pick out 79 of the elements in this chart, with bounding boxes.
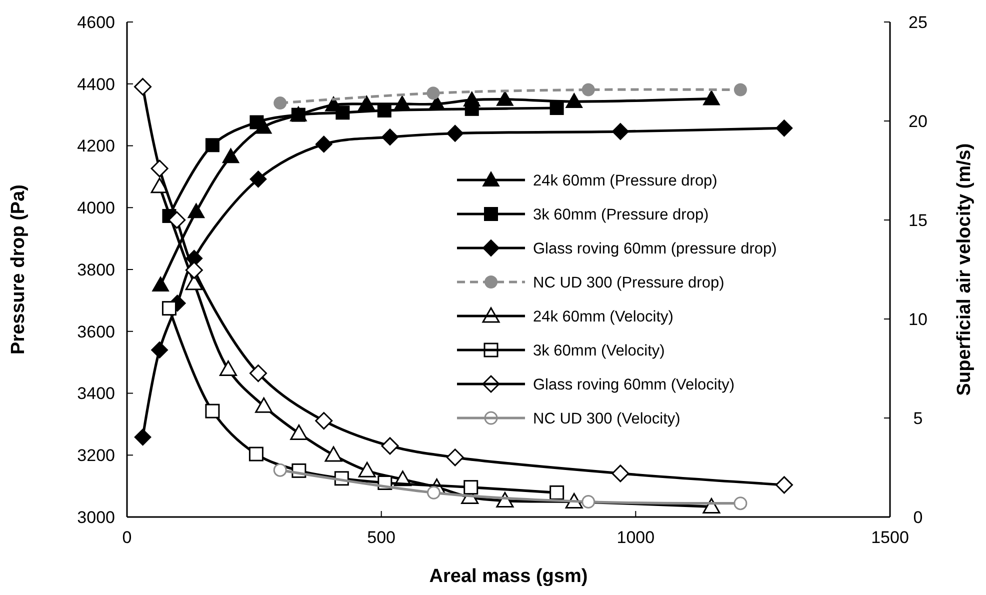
point [151, 341, 168, 358]
point [219, 360, 237, 376]
y2-axis-title: Superficial air velocity (m/s) [954, 143, 975, 396]
point [550, 101, 564, 116]
y-tick-label: 3600 [77, 322, 115, 342]
x-tick-label: 1000 [616, 528, 655, 547]
point [377, 103, 392, 118]
point [205, 138, 220, 152]
legend-label: 3k 60mm (Pressure drop) [533, 206, 709, 224]
y-tick-label: 4400 [77, 74, 115, 94]
point [185, 261, 203, 279]
point [702, 90, 720, 106]
point [775, 476, 793, 494]
y2-tick-label: 5 [913, 408, 923, 428]
x-tick-label: 1500 [871, 528, 909, 547]
point [550, 485, 564, 500]
legend-label: 3k 60mm (Velocity) [533, 342, 665, 360]
point [446, 124, 464, 142]
point [162, 301, 176, 316]
point [222, 148, 240, 164]
point [582, 495, 596, 509]
legend-label: 24k 60mm (Velocity) [533, 308, 674, 326]
point [250, 115, 264, 130]
point [566, 93, 583, 108]
point [134, 428, 152, 446]
y-tick-label: 3800 [77, 260, 115, 280]
point [582, 83, 595, 96]
y2-tick-label: 15 [908, 210, 928, 230]
point [315, 412, 333, 430]
point [426, 86, 440, 100]
y-tick-label: 4200 [77, 136, 115, 156]
point [336, 106, 350, 120]
point [273, 463, 287, 477]
x-tick-label: 500 [367, 528, 396, 547]
point [250, 170, 267, 188]
y-tick-label: 3200 [77, 446, 115, 466]
y2-tick-label: 10 [908, 310, 928, 329]
y2-tick-label: 20 [908, 112, 928, 131]
y-tick-label: 3400 [77, 384, 115, 404]
point [274, 96, 287, 110]
point [188, 203, 205, 218]
point [426, 486, 440, 500]
point [464, 102, 479, 116]
point [446, 448, 464, 466]
legend-label: Glass roving 60mm (pressure drop) [533, 240, 777, 258]
legend-label: Glass roving 60mm (Velocity) [533, 376, 735, 394]
point [734, 83, 747, 96]
point [464, 480, 478, 495]
x-tick-label: 0 [122, 528, 132, 547]
point [612, 464, 630, 482]
point [381, 437, 399, 455]
y-tick-label: 4600 [77, 12, 115, 32]
y2-tick-label: 0 [913, 508, 923, 527]
point [776, 120, 793, 137]
point [152, 276, 170, 292]
point [255, 397, 273, 413]
point [315, 136, 332, 153]
point [249, 364, 267, 382]
point [358, 95, 376, 110]
point [381, 128, 398, 146]
y-tick-label: 3000 [77, 508, 115, 527]
point [150, 160, 168, 178]
legend-label: 24k 60mm (Pressure drop) [533, 172, 718, 190]
legend-label: NC UD 300 (Velocity) [533, 410, 680, 428]
y2-tick-label: 25 [908, 12, 928, 32]
x-axis-title: Areal mass (gsm) [429, 566, 588, 587]
point [290, 424, 308, 440]
point [734, 496, 748, 510]
point [134, 78, 152, 96]
point [168, 211, 186, 229]
point [324, 446, 342, 462]
point [612, 123, 629, 140]
legend-label: NC UD 300 (Pressure drop) [533, 274, 724, 292]
point [248, 446, 264, 462]
y-tick-label: 4000 [77, 198, 115, 218]
point [496, 90, 514, 106]
point [358, 462, 376, 478]
point [205, 404, 220, 418]
y-axis-title: Pressure drop (Pa) [8, 184, 29, 354]
